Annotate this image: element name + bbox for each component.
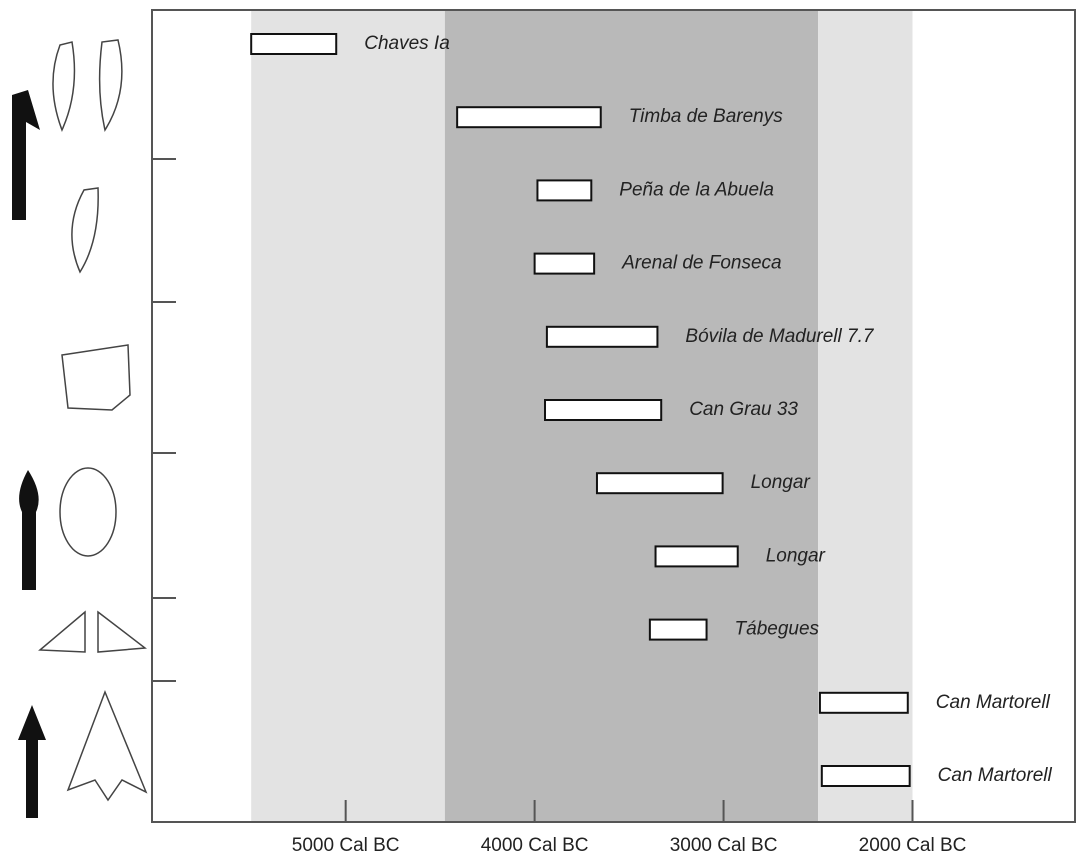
date-range-bar bbox=[648, 618, 708, 641]
site-label: Chaves Ia bbox=[364, 33, 450, 54]
plot-frame bbox=[151, 9, 1076, 823]
date-range-bar bbox=[544, 399, 663, 421]
site-label: Can Grau 33 bbox=[689, 399, 798, 420]
site-label: Longar bbox=[766, 545, 826, 566]
date-range-bar bbox=[536, 179, 593, 202]
site-label: Can Martorell bbox=[938, 765, 1053, 786]
y-axis-marks bbox=[152, 158, 176, 682]
site-label: Longar bbox=[751, 472, 811, 493]
date-range-bar bbox=[818, 691, 909, 714]
x-tick-label: 2000 Cal BC bbox=[859, 835, 967, 856]
site-label: Bóvila de Madurell 7.7 bbox=[685, 326, 874, 347]
site-label: Timba de Barenys bbox=[629, 106, 784, 127]
x-tick-label: 4000 Cal BC bbox=[481, 835, 589, 856]
x-tick-label: 3000 Cal BC bbox=[670, 835, 778, 856]
date-range-bar bbox=[456, 106, 602, 129]
date-range-bar bbox=[820, 765, 911, 787]
date-range-bar bbox=[595, 472, 724, 495]
date-range-bar bbox=[533, 252, 596, 275]
site-label: Peña de la Abuela bbox=[619, 179, 774, 200]
site-label: Arenal de Fonseca bbox=[621, 253, 782, 274]
x-tick-label: 5000 Cal BC bbox=[292, 835, 400, 856]
site-label: Tábegues bbox=[735, 619, 820, 640]
period-band bbox=[818, 10, 913, 822]
artifacts bbox=[12, 39, 148, 818]
date-range-bar bbox=[545, 325, 659, 348]
date-range-bar bbox=[654, 545, 739, 568]
period-band bbox=[251, 10, 445, 822]
site-label: Can Martorell bbox=[936, 692, 1051, 713]
date-range-bar bbox=[250, 33, 338, 55]
